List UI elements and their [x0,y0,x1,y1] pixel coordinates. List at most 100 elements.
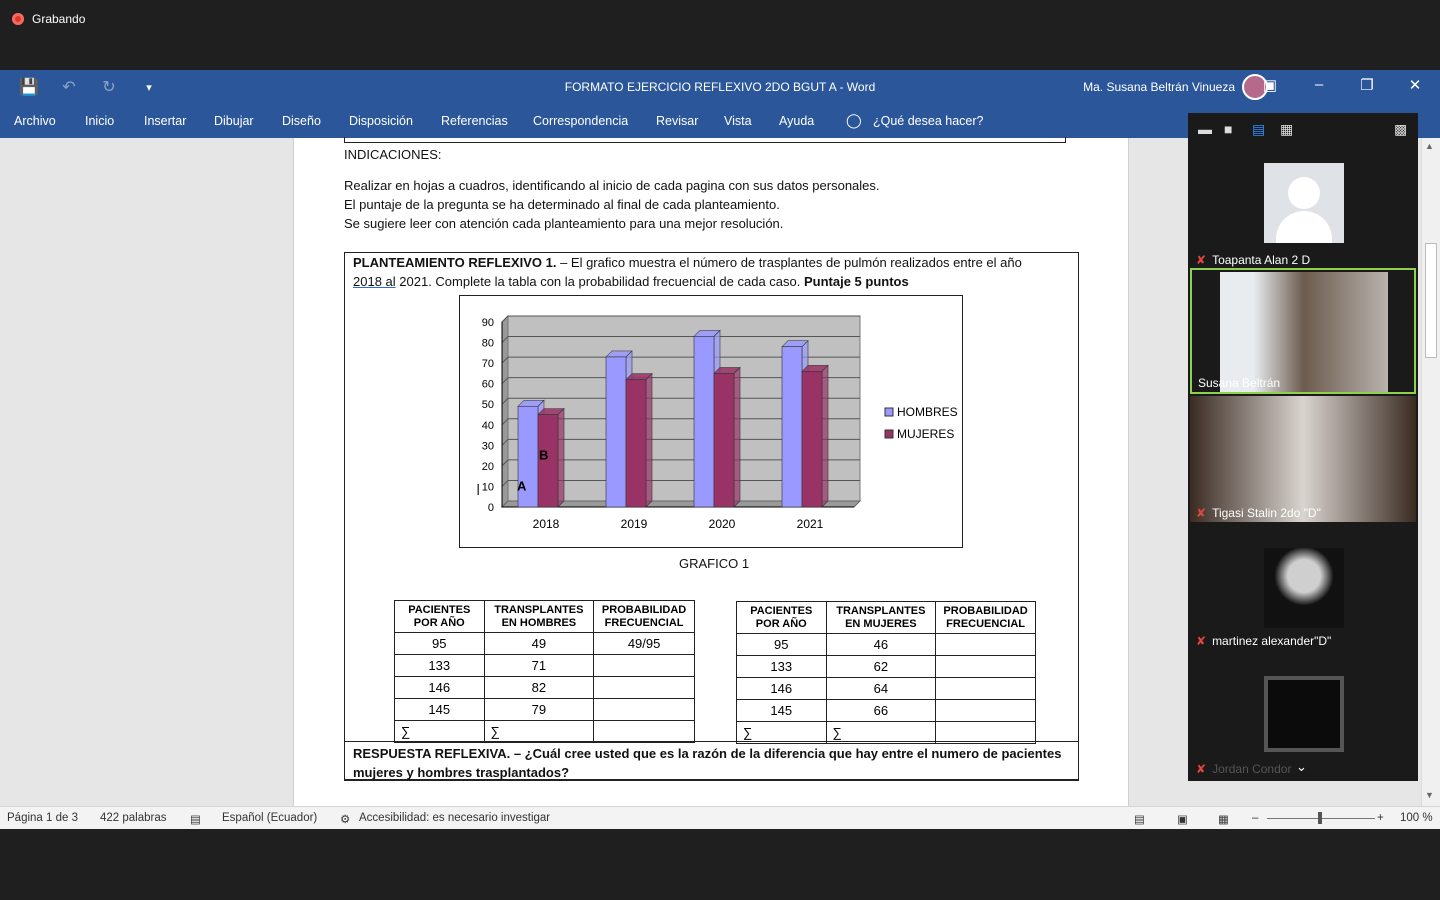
word-count[interactable]: 422 palabras [100,812,167,824]
search-box[interactable]: ¿Qué desea hacer? [873,114,984,128]
table-cell[interactable]: 66 [825,699,937,722]
view-strip-icon[interactable]: ▤ [1252,121,1266,137]
tab-ayuda[interactable]: Ayuda [779,114,815,128]
scroll-down-icon[interactable]: ▼ [1425,790,1434,800]
proofing-icon[interactable]: ▤ [190,814,201,826]
sum-row: ∑ ∑ [394,720,695,743]
chevron-down-icon[interactable]: ⌄ [1296,759,1307,774]
tab-insertar[interactable]: Insertar [144,114,187,128]
table-cell[interactable]: 95 [394,632,485,655]
undo-icon[interactable]: ↶ [62,79,76,96]
scroll-thumb[interactable] [1425,243,1437,358]
print-layout-icon[interactable]: ▣ [1177,814,1188,826]
table-cell[interactable] [935,655,1036,678]
accessibility-status[interactable]: Accesibilidad: es necesario investigar [359,812,551,824]
language[interactable]: Español (Ecuador) [222,812,318,824]
customize-qat-icon[interactable]: ▾ [146,81,152,94]
table-cell[interactable] [935,699,1036,722]
document-page[interactable]: INDICACIONES: Realizar en hojas a cuadro… [293,137,1129,806]
user-name[interactable]: Ma. Susana Beltrán Vinueza [1083,80,1235,94]
table-header: PROBABILIDAD FRECUENCIAL [935,601,1036,634]
tab-disposicion[interactable]: Disposición [349,114,413,128]
table-cell[interactable]: 49/95 [593,632,695,655]
scroll-up-icon[interactable]: ▲ [1425,141,1434,151]
bar [625,379,647,508]
table-row: 133 62 [736,655,1036,678]
accessibility-icon[interactable]: ⚙ [340,814,351,826]
table-cell[interactable]: 71 [483,654,595,677]
gridline [501,438,509,446]
close-icon[interactable]: ✕ [1408,77,1422,94]
sum-cell[interactable]: ∑ [825,721,937,744]
chart-caption: GRAFICO 1 [679,556,750,571]
sum-cell[interactable]: ∑ [483,720,595,743]
table-cell[interactable] [593,676,695,699]
participant-tile[interactable]: Susana Beltrán [1190,268,1416,394]
gridline [501,480,509,487]
chart-frame: 0 10 20 30 40 50 60 70 80 90 2018 2019 2020 2021 A B HOM… [459,295,963,548]
vertical-scrollbar[interactable]: ▲ ▼ [1421,138,1440,806]
table-mujeres: PACIENTES POR AÑO TRANSPLANTES EN MUJERE… [736,601,1036,744]
view-single-icon[interactable]: ■ [1224,121,1233,137]
sum-cell[interactable] [593,720,695,743]
table-cell[interactable]: 64 [825,677,937,700]
ribbon-display-icon[interactable]: ▣ [1262,77,1278,94]
tab-revisar[interactable]: Revisar [656,114,699,128]
zoom-in-icon[interactable]: + [1377,812,1384,824]
expand-panel-icon[interactable]: ▩ [1394,121,1408,137]
y-tick-label: 30 [482,440,494,452]
read-mode-icon[interactable]: ▤ [1134,814,1145,826]
sum-cell[interactable] [935,721,1036,744]
table-cell[interactable] [935,677,1036,700]
title-bar: 💾 ↶ ↻ ▾ FORMATO EJERCICIO REFLEXIVO 2DO … [0,70,1440,105]
minimize-icon[interactable]: – [1314,76,1324,93]
table-cell[interactable]: 79 [483,698,595,721]
zoom-slider-handle[interactable] [1318,812,1322,824]
sum-cell[interactable]: ∑ [394,720,485,743]
minimize-panel-icon[interactable]: ▬ [1198,121,1212,137]
table-header: PACIENTES POR AÑO [394,600,485,633]
table-cell[interactable]: 145 [736,699,827,722]
sum-cell[interactable]: ∑ [736,721,827,744]
participant-tile[interactable]: ✘ Tigasi Stalin 2do "D" [1190,396,1416,522]
restore-icon[interactable]: ❐ [1360,77,1374,94]
participant-tile[interactable]: ✘ Jordan Condor [1190,652,1416,778]
tab-inicio[interactable]: Inicio [85,114,115,128]
tab-referencias[interactable]: Referencias [441,114,508,128]
table-cell[interactable] [935,633,1036,656]
table-cell[interactable]: 82 [483,676,595,699]
participant-name: Jordan Condor [1212,762,1292,776]
table-cell[interactable]: 146 [394,676,485,699]
redo-icon[interactable]: ↻ [102,79,116,96]
zoom-level[interactable]: 100 % [1400,812,1433,824]
tab-archivo[interactable]: Archivo [14,114,56,128]
table-cell[interactable]: 146 [736,677,827,700]
table-cell[interactable]: 62 [825,655,937,678]
view-grid-icon[interactable]: ▦ [1280,121,1294,137]
tab-dibujar[interactable]: Dibujar [214,114,254,128]
table-cell[interactable] [593,698,695,721]
zoom-out-icon[interactable]: – [1252,812,1259,824]
tab-vista[interactable]: Vista [724,114,752,128]
table-cell[interactable]: 133 [736,655,827,678]
page-count[interactable]: Página 1 de 3 [7,812,78,824]
tab-correspondencia[interactable]: Correspondencia [533,114,629,128]
table-cell[interactable]: 145 [394,698,485,721]
avatar[interactable] [1242,74,1268,100]
participant-tile[interactable]: ✘ Toapanta Alan 2 D [1190,161,1416,269]
tab-diseno[interactable]: Diseño [282,114,321,128]
participant-tile[interactable]: ✘ martinez alexander"D" [1190,524,1416,650]
table-cell[interactable]: 95 [736,633,827,656]
muted-mic-icon: ✘ [1196,253,1207,267]
y-tick-label: 10 [482,481,494,493]
table-cell[interactable]: 49 [483,632,595,655]
save-icon[interactable]: 💾 [19,79,39,96]
table-cell[interactable]: 46 [825,633,937,656]
gridline [501,336,509,343]
sum-row: ∑ ∑ [736,721,1036,744]
table-cell[interactable]: 133 [394,654,485,677]
web-layout-icon[interactable]: ▦ [1218,814,1229,826]
table-cell[interactable] [593,654,695,677]
legend-label: HOMBRES [897,405,958,419]
participant-name-row: ✘ Tigasi Stalin 2do "D" [1196,506,1321,520]
